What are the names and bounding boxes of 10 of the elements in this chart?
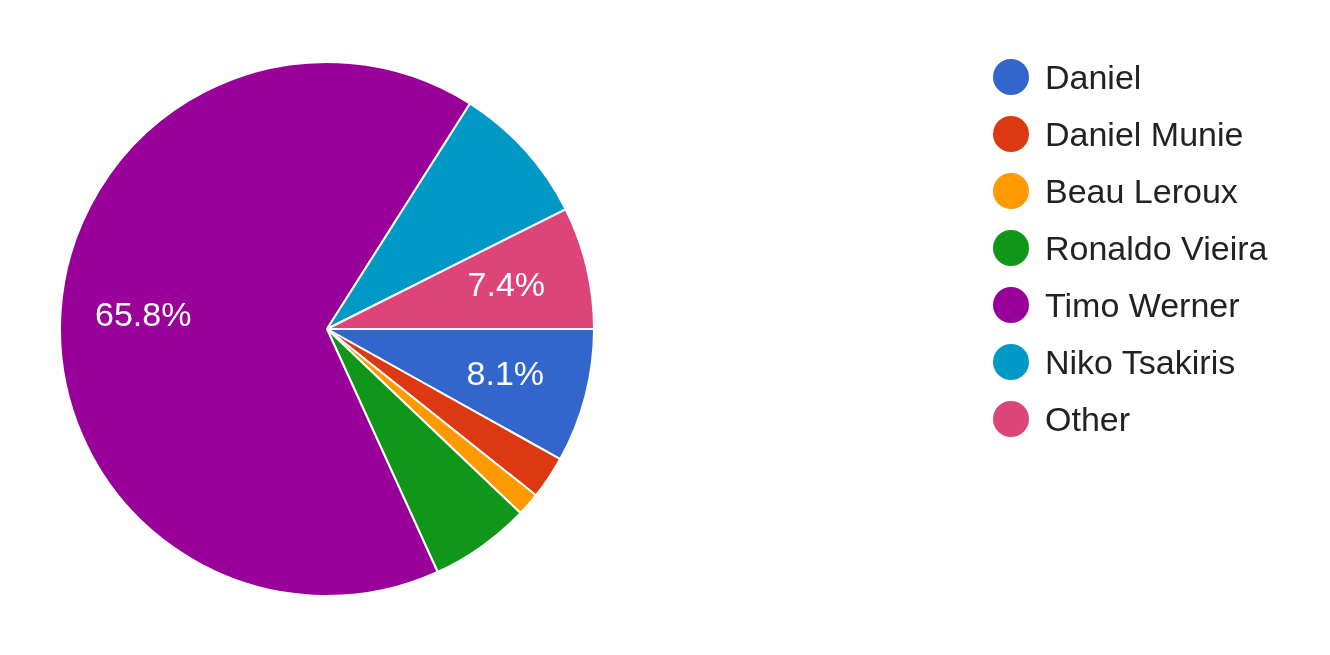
data-label: 65.8% [95, 294, 192, 333]
legend-label: Timo Werner [1045, 285, 1240, 325]
legend-label: Beau Leroux [1045, 171, 1238, 211]
legend-label: Daniel Munie [1045, 114, 1244, 154]
legend-label: Ronaldo Vieira [1045, 228, 1268, 268]
data-label: 7.4% [467, 264, 546, 303]
legend-label: Niko Tsakiris [1045, 342, 1236, 382]
legend-label: Other [1045, 399, 1131, 439]
legend-label: Daniel [1045, 57, 1142, 97]
data-label: 8.1% [466, 353, 545, 392]
